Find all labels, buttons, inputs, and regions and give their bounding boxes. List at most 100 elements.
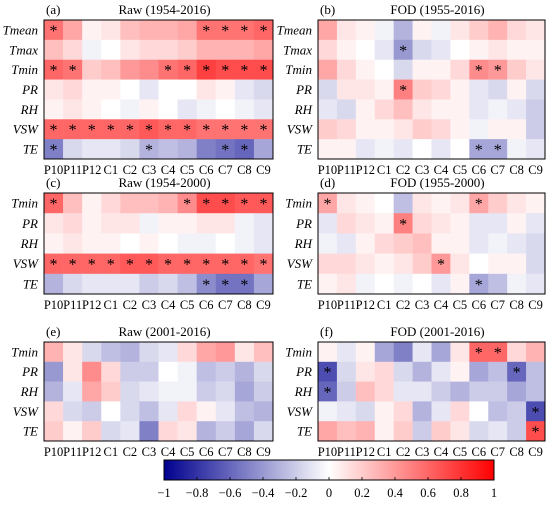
- heatmap-cell: [139, 213, 159, 234]
- heatmap-cell: [82, 273, 102, 295]
- heatmap-cell: [393, 361, 413, 382]
- significance-marker: *: [399, 216, 407, 233]
- heatmap-cell: [63, 361, 83, 382]
- heatmap-cell: [393, 213, 413, 234]
- heatmap-cell: [507, 59, 527, 80]
- heatmap-cell: [177, 139, 197, 160]
- heatmap-cell: [234, 59, 255, 80]
- column-label: C8: [509, 445, 524, 459]
- heatmap-cell: [82, 381, 102, 402]
- significance-marker: *: [164, 257, 172, 274]
- heatmap-cell: [101, 213, 121, 234]
- heatmap-cell: [120, 233, 140, 254]
- heatmap-cell: [63, 273, 83, 295]
- significance-marker: *: [221, 122, 229, 139]
- column-label: C1: [103, 163, 118, 177]
- heatmap-cell: [318, 361, 338, 382]
- heatmap-cell: [101, 381, 121, 402]
- heatmap-cell: [336, 20, 357, 41]
- panel-title: Raw (2001-2016): [118, 324, 210, 339]
- heatmap-cell: [412, 213, 432, 234]
- significance-marker: *: [221, 23, 229, 40]
- column-label: C6: [471, 298, 486, 312]
- heatmap-cell: [318, 59, 338, 80]
- significance-marker: *: [221, 196, 229, 213]
- heatmap-cell: [450, 342, 470, 363]
- heatmap-cell: [139, 59, 159, 80]
- heatmap-cell: [196, 233, 217, 254]
- column-label: C7: [218, 445, 233, 459]
- column-label: C8: [237, 445, 252, 459]
- heatmap-cell: [101, 421, 121, 442]
- column-label: C2: [123, 445, 138, 459]
- significance-marker: *: [183, 257, 191, 274]
- significance-marker: *: [221, 142, 229, 159]
- heatmap-cell: [488, 99, 508, 120]
- heatmap-cell: [374, 20, 394, 41]
- heatmap-cell: [215, 139, 236, 160]
- heatmap-cell: [374, 59, 394, 80]
- heatmap-cell: [355, 401, 376, 422]
- heatmap-cell: [63, 213, 83, 234]
- colorbar-tick-label: −0.6: [219, 486, 242, 500]
- heatmap-cell: [355, 59, 376, 80]
- row-label: Tmin: [11, 62, 38, 77]
- significance-marker: *: [494, 63, 502, 80]
- heatmap-cell: [336, 381, 357, 402]
- heatmap-cell: [507, 401, 527, 422]
- heatmap-cell: [196, 79, 217, 100]
- column-label: C3: [415, 445, 430, 459]
- heatmap-cell: [469, 342, 489, 363]
- column-label: C3: [142, 298, 157, 312]
- heatmap-cell: [177, 119, 197, 140]
- significance-marker: *: [240, 142, 248, 159]
- heatmap-cell: [355, 39, 376, 61]
- heatmap-cell: [215, 20, 236, 41]
- row-label: VSW: [287, 256, 313, 271]
- heatmap-cell: [374, 273, 394, 295]
- column-label: P11: [63, 298, 82, 312]
- heatmap-cell: [412, 59, 432, 80]
- heatmap-cell: [253, 193, 274, 214]
- heatmap-cell: [139, 233, 159, 254]
- heatmap-cell: [318, 401, 338, 422]
- heatmap-cell: [82, 119, 102, 140]
- heatmap-cell: [101, 233, 121, 254]
- heatmap-cell: [215, 361, 236, 382]
- heatmap-cell: [234, 381, 255, 402]
- heatmap-cell: [120, 139, 140, 160]
- colorbar-tick-label: 0.2: [354, 486, 370, 500]
- heatmap-cell: [139, 139, 159, 160]
- column-label: P11: [63, 445, 82, 459]
- heatmap-cell: [393, 139, 413, 160]
- heatmap-cell: [234, 193, 255, 214]
- heatmap-cell: [431, 342, 451, 363]
- column-label: P11: [337, 163, 356, 177]
- heatmap-cell: [318, 233, 338, 254]
- heatmap-cell: [63, 193, 83, 214]
- heatmap-cell: [431, 401, 451, 422]
- heatmap-cell: [450, 59, 470, 80]
- significance-marker: *: [240, 63, 248, 80]
- significance-marker: *: [323, 385, 331, 402]
- heatmap-cell: [139, 39, 159, 61]
- heatmap-cell: [469, 381, 489, 402]
- heatmap-cell: [469, 273, 489, 295]
- column-label: P12: [82, 298, 101, 312]
- column-label: C5: [180, 163, 195, 177]
- column-label: C3: [142, 163, 157, 177]
- heatmap-cell: [507, 342, 527, 363]
- heatmap-cell: [158, 39, 178, 61]
- heatmap-cell: [158, 233, 178, 254]
- significance-marker: *: [202, 196, 210, 213]
- row-label: TE: [297, 424, 312, 439]
- heatmap-cell: [507, 139, 527, 160]
- significance-marker: *: [240, 277, 248, 294]
- heatmap-cell: [526, 213, 546, 234]
- heatmap-cell: [101, 99, 121, 120]
- heatmap-cell: [253, 233, 274, 254]
- heatmap-cell: [215, 342, 236, 363]
- heatmap-cell: [450, 99, 470, 120]
- heatmap-cell: [374, 233, 394, 254]
- panel-label: (b): [320, 2, 335, 17]
